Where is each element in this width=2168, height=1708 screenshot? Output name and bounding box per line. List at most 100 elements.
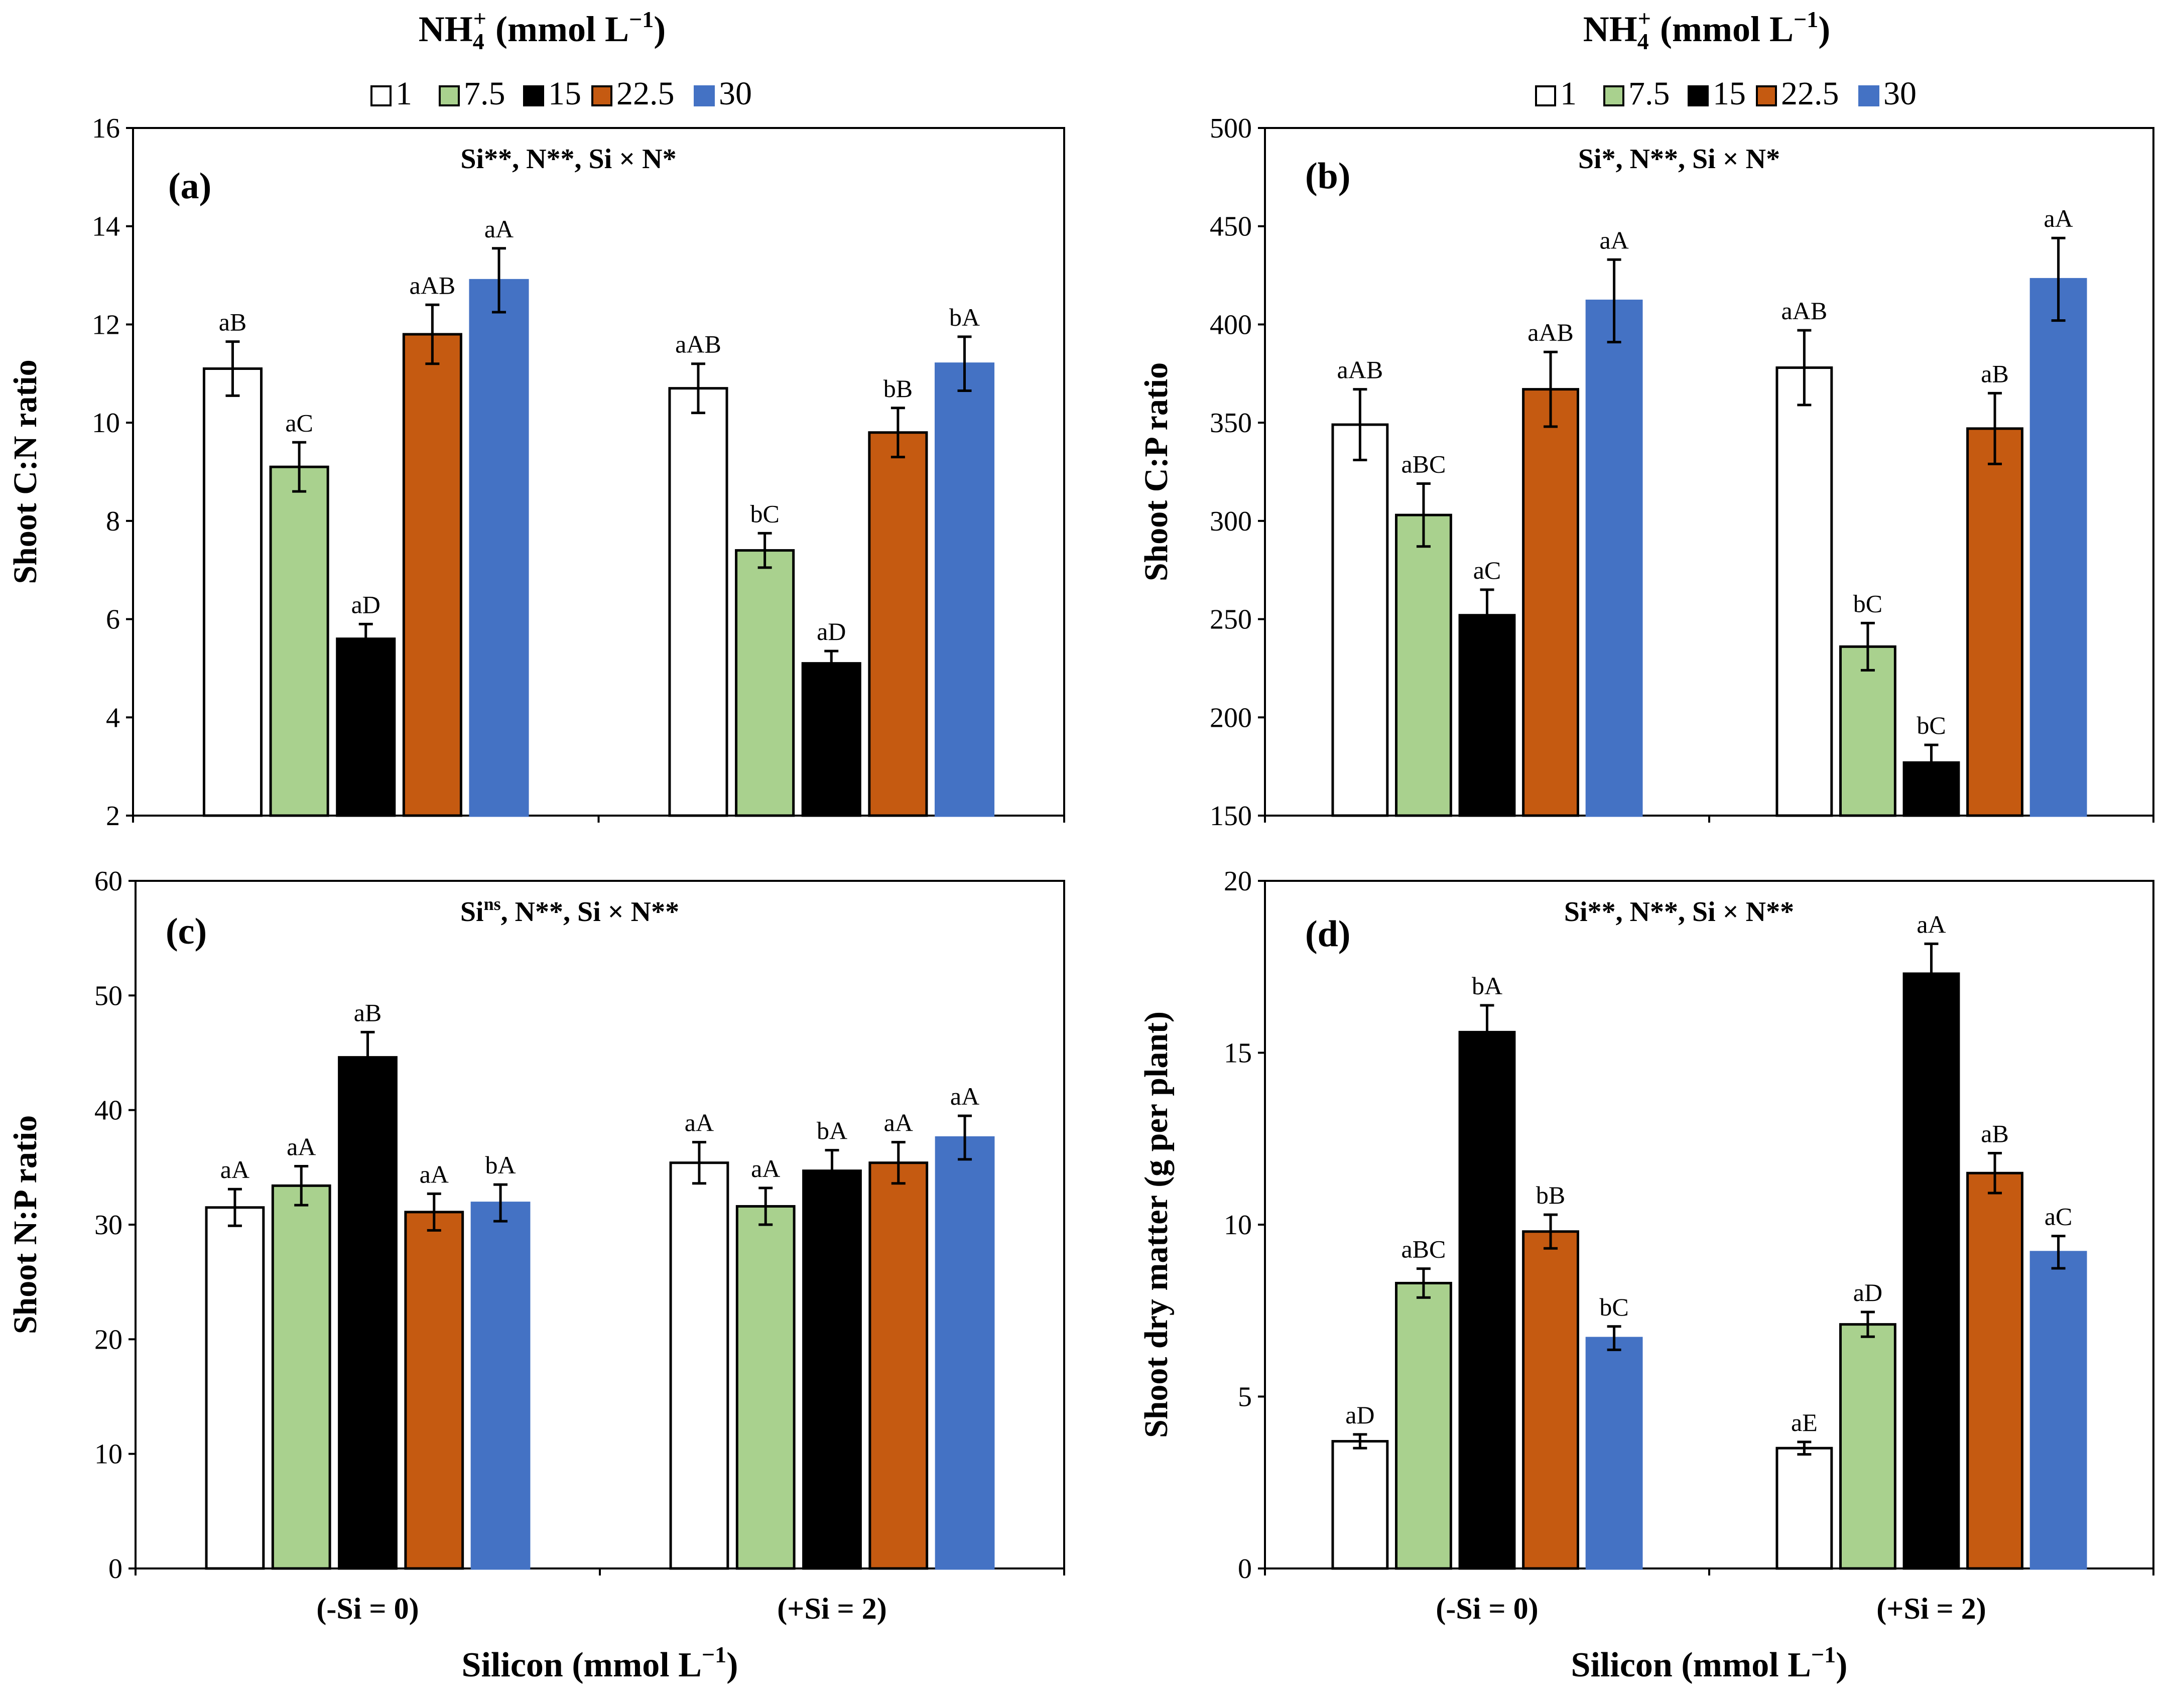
legend-label: 15: [548, 75, 581, 112]
legend-item: 1: [370, 75, 412, 112]
legend-label: 7.5: [1628, 75, 1670, 112]
bar-letter-label: aA: [1599, 226, 1628, 254]
legend-swatch: [1688, 85, 1709, 106]
y-axis-label: Shoot N:P ratio: [7, 1115, 44, 1334]
y-tick-label: 10: [1224, 1210, 1252, 1241]
bar: [935, 1136, 995, 1570]
bar-letter-label: bC: [1917, 711, 1946, 739]
panel-b: 150 200 250 300 350 400 450 500 Shoot C:P ratio (…: [1138, 113, 2154, 832]
y-tick-label: 8: [106, 506, 120, 537]
bar-letter-label: aA: [420, 1160, 449, 1188]
bar-letter-label: aBC: [1401, 450, 1446, 478]
legend-label: 15: [1713, 75, 1746, 112]
legend-title: NH4+ (mmol L−1): [419, 6, 666, 54]
x-category-label: (-Si = 0): [316, 1592, 419, 1625]
y-tick-label: 2: [106, 801, 120, 832]
bar-letter-label: aA: [484, 215, 514, 243]
bar-letter-label: aA: [2044, 204, 2073, 232]
stats-annotation: Si*, N**, Si × N*: [1578, 144, 1780, 175]
legend-item: 1: [1535, 75, 1577, 112]
legend-swatch: [370, 85, 392, 106]
panel-c: 0 10 20 30 40 50 60 Shoot N:P ratio (c) Sins, N**…: [7, 866, 1065, 1684]
bar-letter-label: bB: [1536, 1181, 1565, 1209]
panel-label: (a): [168, 166, 211, 207]
bar: [1966, 1171, 2023, 1570]
bar-letter-label: aAB: [1527, 318, 1574, 346]
bar: [1458, 1030, 1516, 1570]
panel-d: 0 5 10 15 20 Shoot dry matter (g per plant) (d…: [1138, 866, 2154, 1684]
bar: [735, 1205, 796, 1570]
bar: [934, 362, 995, 817]
x-category-label: (+Si = 2): [777, 1592, 886, 1625]
bar: [1458, 614, 1516, 817]
legend-item: 15: [1688, 75, 1746, 112]
bar: [2029, 1251, 2087, 1570]
legend-swatch: [523, 85, 544, 106]
bar-letter-label: aAB: [410, 271, 456, 299]
x-axis-label: Silicon (mmol L−1): [1571, 1642, 1848, 1684]
bar-letter-label: aBC: [1401, 1235, 1446, 1263]
bar-letter-label: aD: [1345, 1401, 1374, 1429]
stats-annotation: Si**, N**, Si × N*: [460, 144, 676, 175]
y-tick-label: 400: [1210, 309, 1252, 340]
legend-label: 1: [1560, 75, 1577, 112]
y-tick-label: 350: [1210, 408, 1252, 439]
y-tick-label: 14: [92, 211, 120, 242]
legend-swatch: [694, 85, 715, 106]
bar: [1966, 427, 2023, 817]
legend-swatch: [591, 85, 612, 106]
y-tick-label: 60: [94, 866, 122, 897]
y-tick-label: 200: [1210, 702, 1252, 733]
bar-letter-label: aA: [884, 1109, 913, 1137]
bar: [668, 387, 728, 817]
y-axis-label: Shoot dry matter (g per plant): [1138, 1011, 1175, 1438]
bar: [202, 367, 263, 817]
bar-letter-label: bC: [750, 499, 779, 528]
panel-label: (d): [1305, 913, 1350, 955]
legend-label: 1: [396, 75, 412, 112]
legend-item: 7.5: [1603, 75, 1670, 112]
x-axis-label: Silicon (mmol L−1): [462, 1642, 738, 1684]
y-tick-label: 4: [106, 702, 120, 733]
x-category-label: (+Si = 2): [1876, 1592, 1986, 1625]
legend-title: NH4+ (mmol L−1): [1583, 6, 1830, 54]
y-tick-label: 10: [92, 408, 120, 439]
bar-letter-label: bB: [883, 374, 913, 403]
bar-letter-label: bA: [1472, 972, 1502, 1000]
y-tick-label: 6: [106, 604, 120, 635]
y-tick-label: 10: [94, 1439, 122, 1470]
y-tick-label: 50: [94, 980, 122, 1011]
stats-annotation: Si**, N**, Si × N**: [1564, 896, 1794, 928]
legend-label: 30: [719, 75, 752, 112]
bar: [669, 1161, 729, 1570]
legend-item: 15: [523, 75, 581, 112]
panel-label: (b): [1305, 156, 1350, 197]
bar-letter-label: bC: [1599, 1293, 1628, 1321]
bar: [470, 1202, 531, 1570]
y-axis-label: Shoot C:N ratio: [7, 359, 44, 584]
y-tick-label: 0: [108, 1553, 122, 1585]
y-tick-label: 5: [1238, 1382, 1252, 1413]
bar-letter-label: bA: [949, 303, 980, 331]
bar-letter-label: aD: [1853, 1278, 1882, 1306]
y-tick-label: 20: [94, 1324, 122, 1355]
legend-label: 22.5: [616, 75, 675, 112]
legend-swatch: [1603, 85, 1624, 106]
bar: [868, 1161, 929, 1570]
bar-letter-label: aC: [1473, 556, 1501, 584]
y-tick-label: 12: [92, 309, 120, 340]
bar: [1902, 972, 1960, 1570]
bar: [1395, 513, 1452, 817]
bar: [2029, 278, 2087, 817]
bar-letter-label: aB: [219, 308, 247, 336]
bar: [1839, 1323, 1896, 1570]
bar: [1839, 645, 1896, 817]
bar: [269, 465, 329, 817]
bar-letter-label: aC: [285, 409, 313, 437]
bar-letter-label: aB: [1981, 359, 2009, 387]
y-tick-label: 250: [1210, 604, 1252, 635]
y-tick-label: 20: [1224, 866, 1252, 897]
y-tick-label: 30: [94, 1210, 122, 1241]
y-tick-label: 16: [92, 113, 120, 144]
